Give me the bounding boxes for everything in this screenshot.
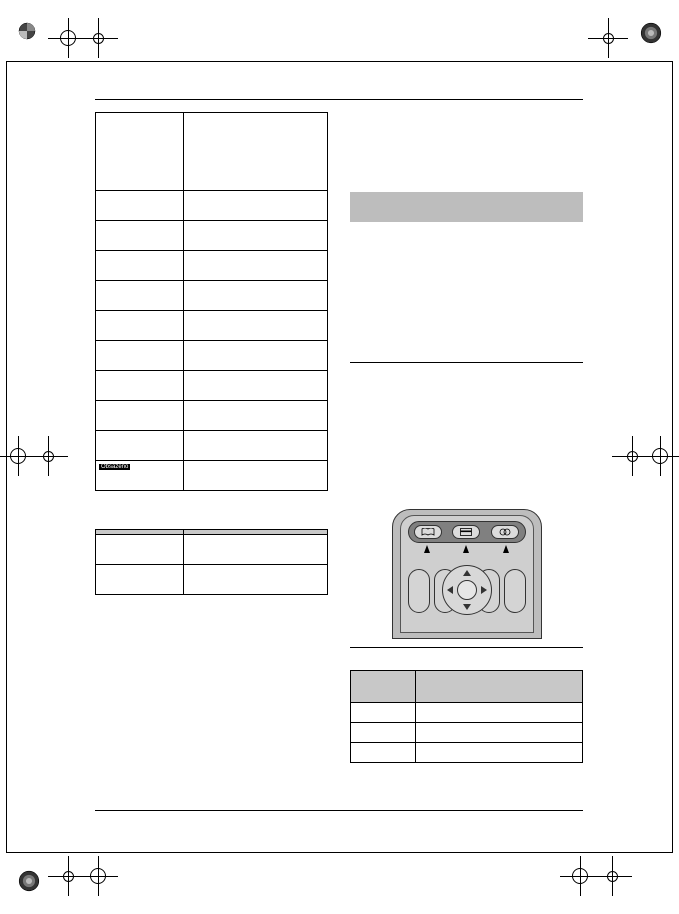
left-table-1: Obsazeno [95,112,328,491]
status-badge: Obsazeno [99,464,130,470]
right-table [350,670,583,763]
color-swatch-icon [18,870,36,888]
registration-mark-icon [592,856,632,896]
divider [350,362,583,363]
cell [96,281,184,311]
softkey-1 [414,525,442,539]
left-table-2 [95,529,328,595]
side-button [408,569,430,613]
registration-mark-icon [78,18,118,58]
softkey-2 [452,525,480,539]
side-button [504,569,526,613]
right-table-caption [350,656,583,670]
cell [183,221,327,251]
registration-mark-icon [48,856,88,896]
cell [183,191,327,221]
right-heading-2 [350,371,583,385]
cell [183,251,327,281]
cell [96,221,184,251]
color-swatch-icon [18,22,36,40]
dpad [442,565,492,615]
footer-rule [95,810,583,811]
right-para-1a [350,126,583,156]
cell [96,191,184,221]
th [415,671,582,703]
dualcircle-icon [498,528,512,536]
cell [183,565,327,595]
registration-mark-icon [78,856,118,896]
cell [183,371,327,401]
right-para-3 [350,385,583,505]
cell [96,113,184,191]
softkey-3 [491,525,519,539]
cell [96,311,184,341]
right-heading-1 [350,112,583,126]
card-icon [460,528,472,536]
cell [183,461,327,491]
cell [96,565,184,595]
cell: Obsazeno [96,461,184,491]
color-swatch-icon [640,22,658,40]
cell [183,431,327,461]
left-column: Obsazeno [95,112,328,595]
cell [96,401,184,431]
cell [96,431,184,461]
left-paragraph [95,501,328,529]
cell [415,723,582,743]
cell [415,703,582,723]
right-para-1b [350,156,583,192]
cell [351,743,416,763]
cell [415,743,582,763]
arrow-up-icon [503,545,509,553]
divider [350,647,583,648]
cell [183,341,327,371]
cell [351,703,416,723]
remote-graphic [382,509,552,639]
registration-mark-icon [588,18,628,58]
registration-mark-icon [48,18,88,58]
gray-banner [350,192,583,222]
cell [96,251,184,281]
right-para-2b [350,298,583,354]
book-icon [421,528,435,536]
right-para-2a [350,228,583,298]
cell [96,535,184,565]
arrow-up-icon [463,545,469,553]
top-rule [95,99,583,100]
cell [183,113,327,191]
cell [183,535,327,565]
right-column [350,112,583,763]
registration-mark-icon [560,856,600,896]
cell [183,281,327,311]
arrow-up-icon [424,545,430,553]
cell [183,311,327,341]
cell [96,341,184,371]
cell [183,401,327,431]
th [351,671,416,703]
cell [351,723,416,743]
cell [96,371,184,401]
